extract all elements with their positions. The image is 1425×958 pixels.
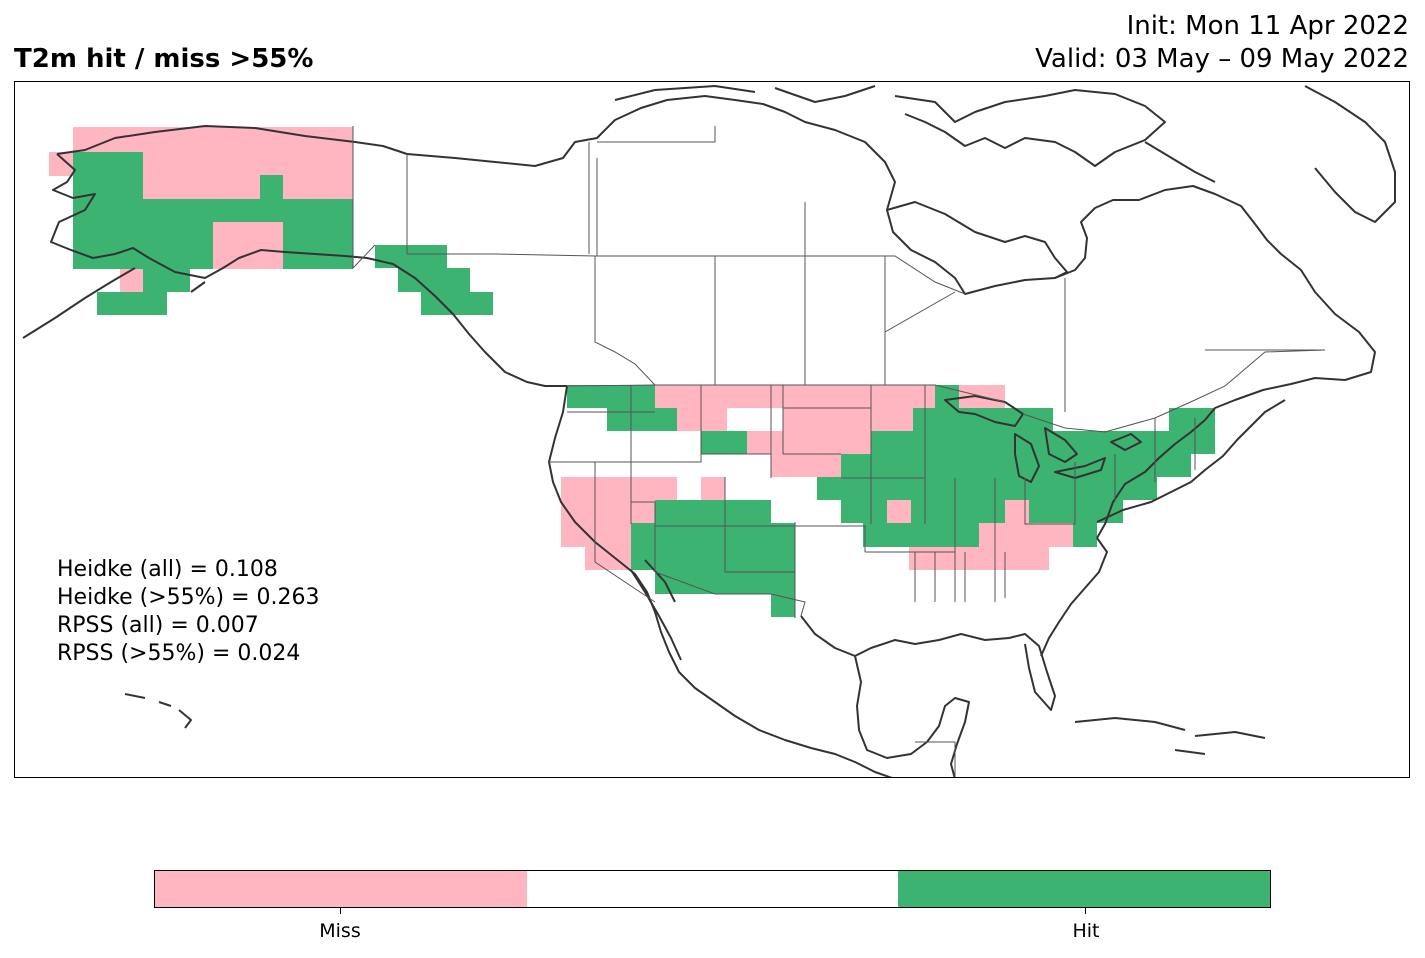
miss-cell — [783, 385, 935, 408]
hit-cell — [631, 523, 795, 547]
miss-cell — [979, 523, 1073, 547]
hit-cell — [1169, 408, 1215, 431]
hit-cell — [260, 175, 283, 199]
hit-cell — [655, 500, 771, 523]
hit-cell — [631, 547, 795, 570]
caribbean — [1074, 717, 1266, 755]
hit-cell — [655, 570, 795, 594]
hit-cell — [841, 500, 887, 523]
baja — [630, 559, 682, 661]
arctic-coast — [406, 95, 1376, 539]
alaska-canada-border — [352, 126, 376, 270]
rpss-all: RPSS (all) = 0.007 — [57, 613, 259, 638]
alaska-coast — [50, 125, 567, 387]
map-title: T2m hit / miss >55% — [14, 44, 314, 74]
forecast-cells — [49, 127, 1215, 617]
miss-cell — [49, 152, 74, 176]
miss-cell — [561, 500, 655, 523]
colorbar-label-hit: Hit — [1072, 920, 1100, 942]
miss-cell — [1005, 500, 1029, 523]
init-date: Init: Mon 11 Apr 2022 — [1126, 11, 1409, 41]
hit-cell — [771, 594, 795, 617]
hit-cell — [817, 477, 1157, 500]
hit-cell — [375, 245, 447, 268]
miss-cell — [213, 222, 283, 269]
colorbar-hit-segment — [898, 871, 1270, 907]
miss-cell — [143, 152, 353, 199]
hit-cell — [97, 292, 167, 315]
us-west-coast — [548, 385, 893, 777]
hit-cell — [567, 385, 655, 408]
great-lakes — [944, 395, 1142, 483]
borders — [352, 126, 1326, 777]
us-states — [549, 385, 1196, 618]
miss-cell — [677, 408, 727, 431]
valid-range: Valid: 03 May – 09 May 2022 — [1035, 44, 1409, 74]
hit-cell — [913, 408, 1023, 431]
canada-provinces — [406, 126, 1325, 412]
date-info: Init: Mon 11 Apr 2022 Valid: 03 May – 09… — [1035, 10, 1409, 76]
colorbar-tick-miss — [340, 908, 341, 914]
colorbar-neutral-segment — [526, 871, 899, 907]
miss-cell — [73, 127, 353, 152]
aleutians — [22, 267, 206, 339]
hit-cell — [935, 385, 959, 408]
miss-cell — [747, 431, 871, 454]
colorbar-miss-segment — [155, 871, 527, 907]
colorbar-tick-hit — [1085, 908, 1086, 914]
hit-cell — [607, 408, 677, 431]
miss-cell — [783, 408, 913, 431]
miss-cell — [909, 547, 1049, 570]
hit-cell — [1073, 523, 1097, 547]
hit-cell — [863, 523, 979, 547]
map-svg — [22, 85, 1396, 777]
hit-cell — [1071, 431, 1215, 454]
gulf-coast — [800, 615, 1056, 777]
hit-cell — [701, 431, 747, 454]
heidke-all: Heidke (all) = 0.108 — [57, 557, 278, 582]
miss-cell — [701, 477, 725, 500]
hit-cell — [911, 500, 1005, 523]
mexico-border — [654, 571, 956, 777]
coastlines — [22, 85, 1396, 777]
rpss-55: RPSS (>55%) = 0.024 — [57, 641, 301, 666]
miss-cell — [771, 454, 841, 477]
heidke-55: Heidke (>55%) = 0.263 — [57, 585, 320, 610]
hawaii — [124, 693, 192, 729]
map-panel — [14, 81, 1410, 778]
hudson-bay — [886, 201, 1068, 279]
miss-cell — [655, 385, 783, 408]
lower48-canada-border — [566, 349, 1326, 433]
miss-cell — [561, 477, 677, 500]
miss-cell — [585, 547, 631, 570]
us-canada-border — [407, 253, 966, 295]
hit-cell — [73, 152, 143, 199]
colorbar — [154, 870, 1271, 908]
hit-cell — [421, 292, 493, 315]
hit-cell — [398, 268, 470, 292]
skill-scores: Heidke (all) = 0.108 Heidke (>55%) = 0.2… — [57, 556, 320, 668]
hit-cell — [871, 431, 1071, 454]
miss-cell — [887, 500, 911, 523]
arctic-islands — [614, 85, 1396, 223]
hit-cell — [1029, 500, 1123, 523]
east-coast — [1040, 399, 1286, 657]
miss-cell — [120, 269, 143, 292]
hit-cell — [143, 269, 190, 292]
colorbar-label-miss: Miss — [319, 920, 361, 942]
